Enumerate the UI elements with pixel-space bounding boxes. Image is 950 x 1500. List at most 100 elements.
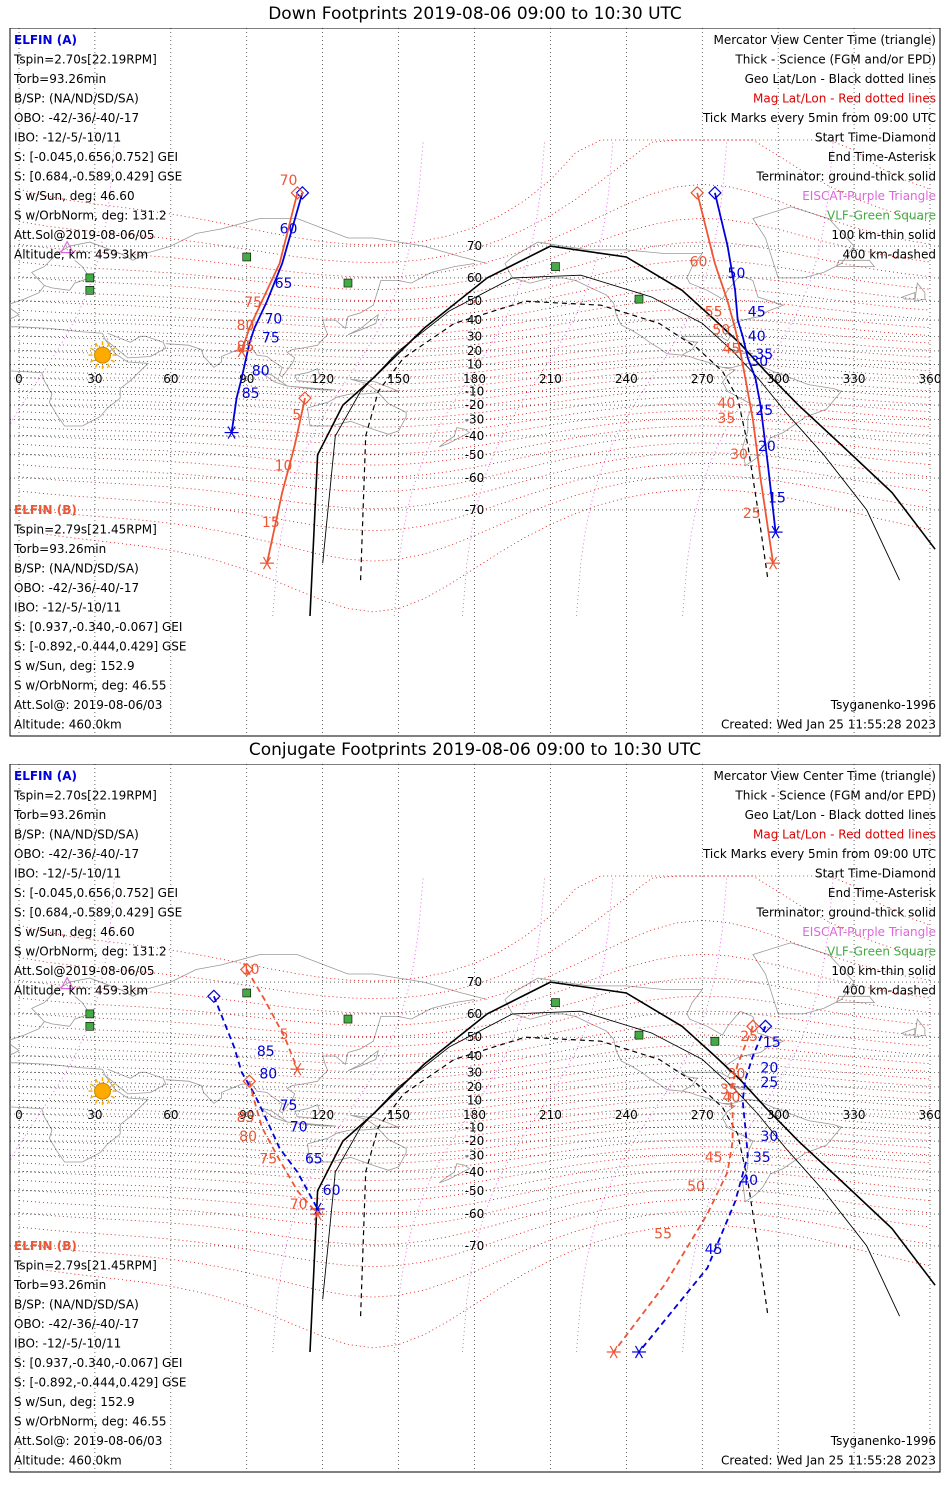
elfin-a-param: S: [0.684,-0.589,0.429] GSE — [14, 906, 182, 920]
lat-tick-label: 40 — [467, 1049, 482, 1063]
lon-tick-label: 60 — [163, 1108, 178, 1122]
end-asterisk-marker — [262, 556, 272, 570]
lon-tick-label: 120 — [311, 1108, 334, 1122]
lat-tick-label: -60 — [465, 471, 485, 485]
legend-entry: Terminator: ground-thick solid — [755, 170, 936, 184]
start-diamond-marker — [298, 391, 312, 405]
lon-tick-label: 150 — [387, 1108, 410, 1122]
terminator-ground — [309, 245, 936, 617]
mag-lat-line — [18, 1112, 931, 1142]
coastline — [10, 1062, 150, 1163]
vlf-site-marker — [710, 1036, 720, 1046]
track-minute-label: 75 — [259, 1152, 277, 1168]
mag-lon-line — [575, 875, 728, 1353]
elfin-b-param: Altitude: 460.0km — [14, 718, 122, 732]
vlf-site-marker — [242, 988, 252, 998]
coastline — [307, 392, 407, 435]
elfin-b-heading: ELFIN (B) — [14, 503, 77, 517]
elfin-a-param: Tspin=2.70s[22.19RPM] — [13, 789, 157, 803]
coastline — [350, 378, 399, 392]
mag-lat-line — [18, 334, 931, 365]
mag-lat-line — [18, 1044, 931, 1080]
sun-ray — [110, 359, 116, 363]
sun-ray — [94, 1078, 99, 1083]
track-minute-label: 10 — [275, 458, 293, 474]
elfin-a-param: Altitude, km: 459.3km — [14, 248, 148, 262]
legend-entry: 100 km-thin solid — [831, 228, 936, 242]
track-minute-label: 45 — [705, 1150, 723, 1166]
lat-tick-label: -10 — [465, 384, 485, 398]
track-minute-label: 25 — [760, 1075, 778, 1091]
legend-entry: Tick Marks every 5min from 09:00 UTC — [702, 847, 936, 861]
coastline — [10, 218, 488, 320]
mag-lat-line — [18, 382, 931, 413]
lon-tick-label: 330 — [843, 372, 866, 386]
mag-lon-line — [682, 875, 834, 1353]
lat-tick-label: -20 — [465, 1134, 485, 1148]
coastline — [44, 995, 91, 1027]
map-content-conj: 0 30 60 90 120 150 180 210 240 270 300 330 360 70 60 50… — [10, 764, 942, 1472]
lat-tick-label: 50 — [467, 1030, 482, 1044]
info-text-conj: ELFIN (A) Tspin=2.70s[22.19RPM] Torb=93.26… — [13, 769, 936, 1468]
map-frame-down — [9, 28, 941, 737]
elfin-b-param: IBO: -12/-5/-10/11 — [14, 601, 121, 615]
end-asterisk-marker — [313, 1207, 322, 1221]
start-diamond-marker — [295, 185, 310, 200]
sun-ray — [94, 363, 99, 368]
lat-tick-label: -60 — [465, 1207, 485, 1221]
lat-tick-label: -40 — [465, 429, 485, 443]
mag-lat-line — [18, 183, 931, 278]
track-minute-label: 45 — [722, 342, 740, 358]
legend-entry: End Time-Asterisk — [828, 150, 936, 164]
coastline — [752, 942, 855, 1015]
legend-entry: EISCAT-Purple Triangle — [802, 189, 936, 203]
lon-tick-label: 300 — [767, 372, 790, 386]
lon-tick-label: 90 — [239, 1108, 254, 1122]
legend-entry: Start Time-Diamond — [815, 867, 936, 881]
elfin-b-param: S: [0.937,-0.340,-0.067] GEI — [14, 620, 182, 634]
lat-tick-label: 70 — [467, 239, 482, 253]
vlf-site-marker — [85, 273, 95, 283]
sun-ray — [90, 1095, 95, 1099]
vlf-site-marker — [343, 278, 353, 288]
created-timestamp: Created: Wed Jan 25 11:55:28 2023 — [721, 1454, 936, 1468]
sun-ray — [110, 347, 116, 351]
track-minute-label: 60 — [323, 1183, 341, 1199]
vlf-site-marker — [634, 1030, 644, 1040]
elfin-b-param: IBO: -12/-5/-10/11 — [14, 1337, 121, 1351]
mag-lon-line — [682, 139, 834, 617]
mag-lat-line — [18, 1118, 931, 1149]
elfin-a-param: S w/OrbNorm, deg: 131.2 — [14, 209, 166, 223]
legend-entry: Thick - Science (FGM and/or EPD) — [734, 789, 936, 803]
elfin-a-param: B/SP: (NA/ND/SD/SA) — [14, 92, 139, 106]
track-minute-label: 45 — [748, 305, 766, 321]
track-minute-label: 80 — [237, 318, 255, 334]
elfin-a-param: OBO: -42/-36/-40/-17 — [14, 847, 139, 861]
legend-entry: Geo Lat/Lon - Black dotted lines — [745, 808, 936, 822]
mag-lon-line — [272, 875, 424, 1353]
mag-lat-line — [18, 1125, 931, 1156]
mag-lat-line — [18, 442, 931, 493]
mag-lat-line — [18, 1210, 931, 1298]
mag-lon-line — [462, 139, 614, 617]
mag-lat-line — [18, 1034, 931, 1073]
track-minute-label: 35 — [755, 347, 773, 363]
mag-lat-line — [18, 1070, 931, 1101]
mag-lat-line — [18, 1062, 931, 1094]
elfin-a-heading: ELFIN (A) — [14, 769, 77, 783]
sun-icon — [94, 1082, 112, 1100]
track-minute-label: 5 — [292, 408, 301, 424]
coastline — [10, 326, 150, 427]
elfin-a-param: Altitude, km: 459.3km — [14, 984, 148, 998]
mag-lon-line — [393, 875, 546, 1353]
elfin-a-param: S w/OrbNorm, deg: 131.2 — [14, 945, 166, 959]
coastline — [294, 368, 321, 383]
coastline — [104, 332, 167, 359]
lon-tick-label: 360 — [919, 1108, 942, 1122]
track-minute-label: 25 — [755, 403, 773, 419]
track-minute-label: 75 — [244, 295, 262, 311]
mag-lon-line — [272, 139, 424, 617]
lat-tick-label: 40 — [467, 313, 482, 327]
track-minute-label: 80 — [239, 1129, 257, 1145]
elfin-b-track — [246, 969, 299, 1070]
